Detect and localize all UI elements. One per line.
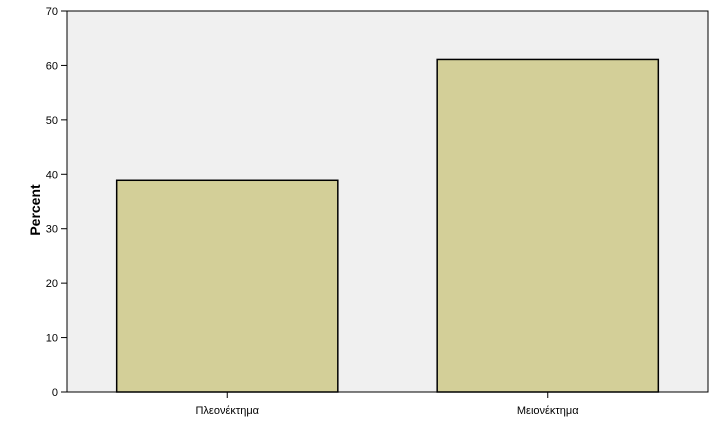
y-tick-label: 70 [46, 6, 58, 18]
y-axis: 0 10 20 30 40 50 60 70 [46, 6, 67, 399]
bar [115, 179, 339, 393]
y-tick-label: 60 [46, 60, 58, 72]
y-tick-label: 50 [46, 115, 58, 127]
x-tick-label: Πλεονέκτημα [195, 405, 259, 417]
bars [115, 58, 660, 393]
y-tick-label: 20 [46, 278, 58, 290]
x-axis: Πλεονέκτημα Μειονέκτημα [195, 392, 579, 417]
x-tick-label: Μειονέκτημα [517, 405, 579, 417]
y-tick-label: 10 [46, 333, 58, 345]
y-tick-label: 30 [46, 224, 58, 236]
y-tick-label: 0 [52, 387, 58, 399]
y-axis-title: Percent [27, 184, 43, 236]
y-tick-label: 40 [46, 169, 58, 181]
bar [436, 58, 660, 393]
